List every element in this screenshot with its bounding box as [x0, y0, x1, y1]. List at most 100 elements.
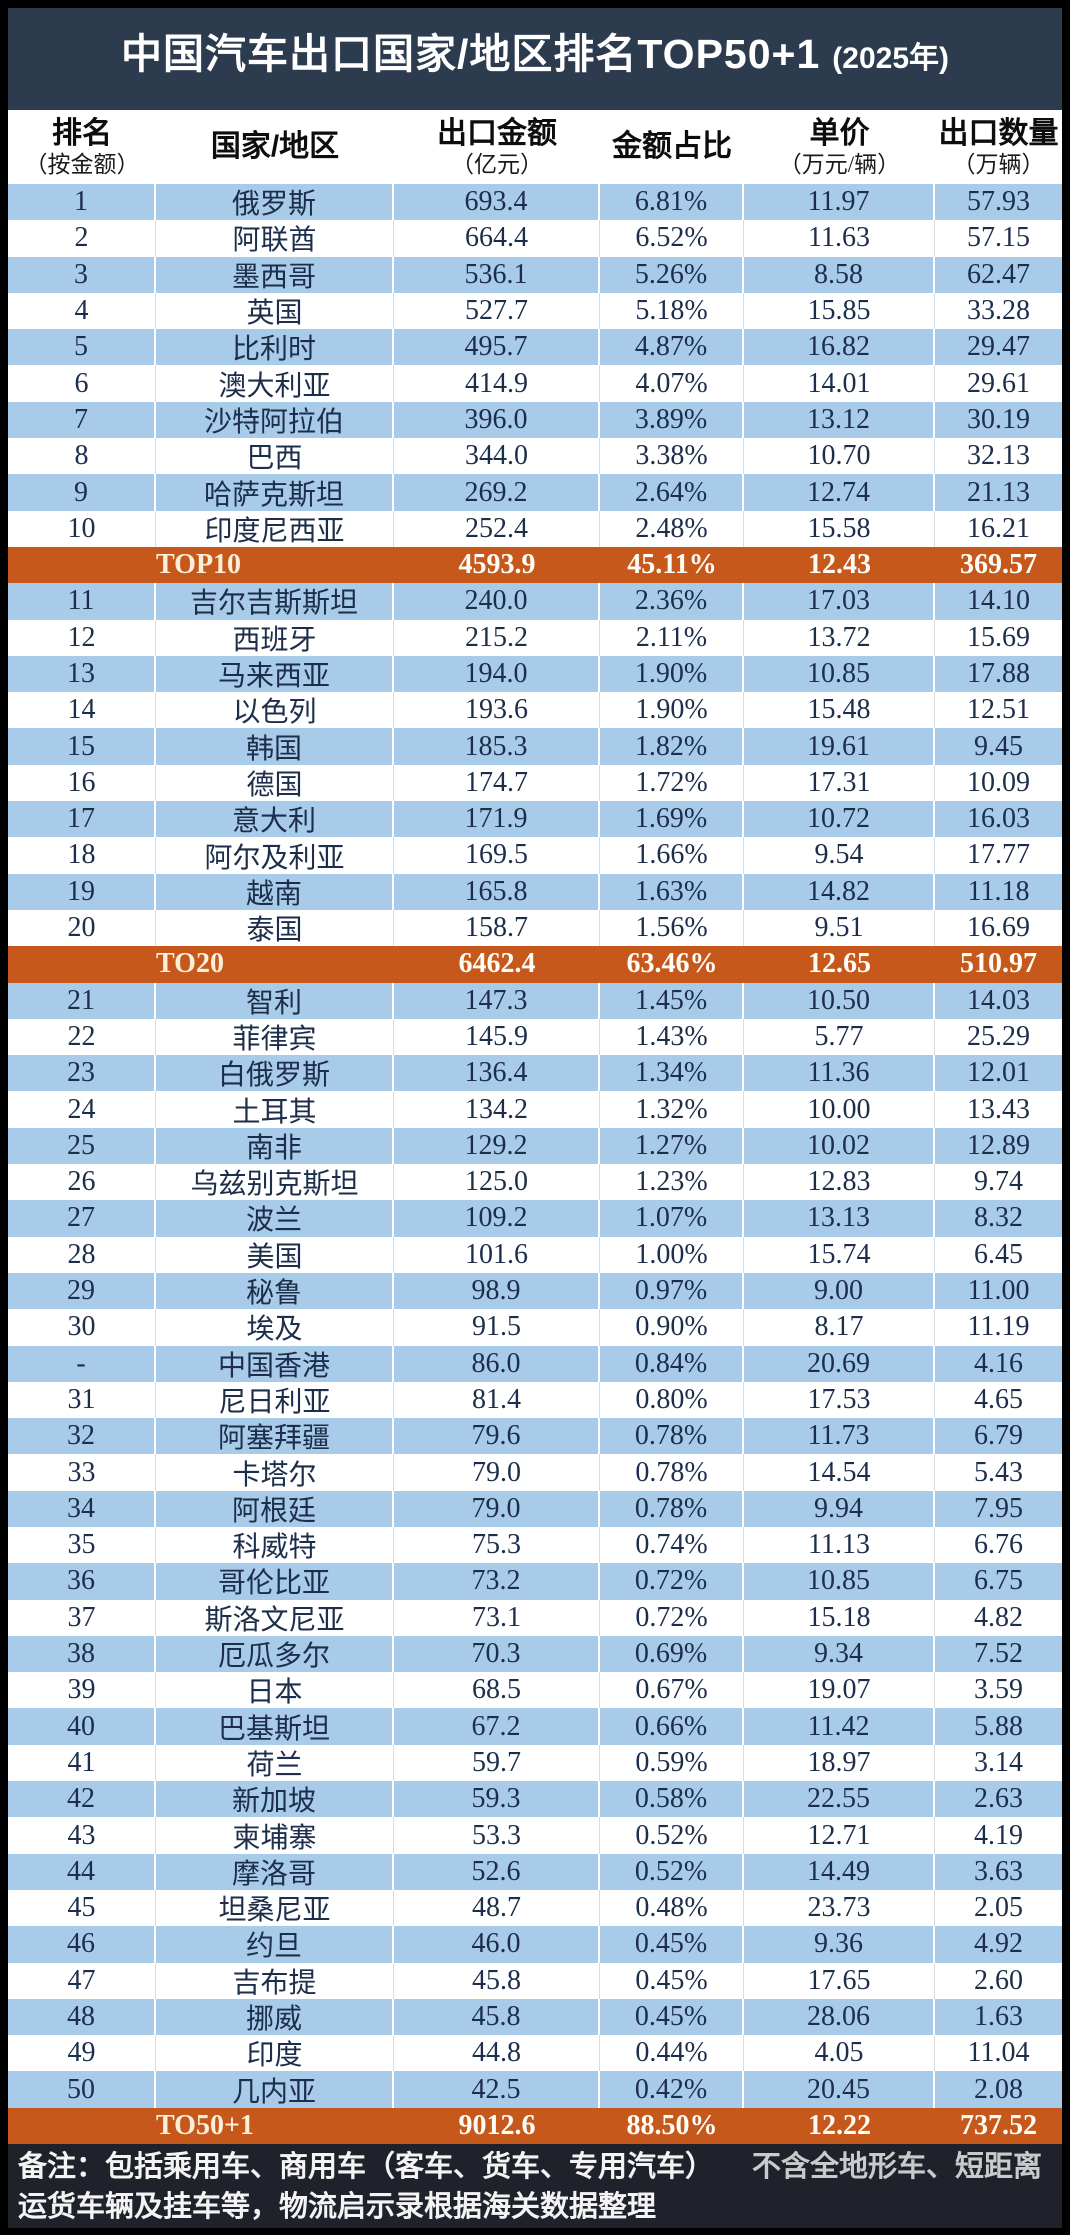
column-header-label: 出口数量 — [938, 116, 1059, 150]
table-row: 31 尼日利亚 81.4 0.80% 17.53 4.65 — [8, 1381, 1062, 1419]
amount-cell: 75.3 — [394, 1526, 600, 1564]
table-row: 5 比利时 495.7 4.87% 16.82 29.47 — [8, 329, 1062, 366]
column-header-2: 出口金额 （亿元） — [394, 110, 600, 184]
country-cell: 巴基斯坦 — [156, 1708, 394, 1745]
rank-cell: 20 — [8, 909, 156, 947]
rank-cell: 47 — [8, 1962, 156, 1999]
share-cell: 0.69% — [600, 1635, 744, 1673]
footnote-line-1-text: 备注：包括乘用车、商用车（客车、货车、专用汽车） — [18, 2151, 715, 2184]
price-cell: 14.54 — [744, 1454, 935, 1491]
amount-cell: 67.2 — [394, 1708, 600, 1745]
price-cell: 9.36 — [744, 1926, 935, 1963]
rank-cell: 8 — [8, 438, 156, 475]
country-cell: 阿联酋 — [156, 220, 394, 257]
price-cell: 15.74 — [744, 1236, 935, 1273]
qty-cell: 10.09 — [967, 766, 1030, 798]
table-row: 12 西班牙 215.2 2.11% 13.72 15.69 — [8, 619, 1062, 656]
country-cell: 韩国 — [156, 728, 394, 765]
country-cell: 波兰 — [156, 1200, 394, 1237]
qty-cell: 9.45 — [974, 730, 1023, 762]
rank-cell: 22 — [8, 1018, 156, 1056]
qty-cell: 2.08 — [974, 2073, 1023, 2105]
share-cell: 3.89% — [600, 401, 744, 439]
table-row: 25 南非 129.2 1.27% 10.02 12.89 — [8, 1127, 1062, 1165]
price-cell: 10.70 — [744, 438, 935, 475]
share-cell: 5.18% — [600, 292, 744, 330]
column-header-3: 金额占比 — [600, 110, 744, 184]
column-header-0: 排名 （按金额） — [8, 110, 156, 184]
footnote-line-2: 运货车辆及挂车等，物流启示录根据海关数据整理 — [18, 2191, 657, 2224]
table-row: 32 阿塞拜疆 79.6 0.78% 11.73 6.79 — [8, 1418, 1062, 1455]
qty-cell: 6.79 — [974, 1420, 1023, 1452]
qty-cell: 62.47 — [967, 258, 1030, 290]
rank-cell: 16 — [8, 764, 156, 802]
rank-cell: 31 — [8, 1381, 156, 1419]
rank-cell: 28 — [8, 1236, 156, 1273]
qty-cell: 33.28 — [967, 295, 1030, 327]
price-cell: 14.01 — [744, 365, 935, 402]
column-header-unit: （亿元） — [451, 151, 543, 177]
price-cell: 20.69 — [744, 1345, 935, 1382]
rank-cell: 6 — [8, 365, 156, 402]
share-cell: 1.00% — [600, 1236, 744, 1273]
rank-cell: 24 — [8, 1091, 156, 1128]
rank-cell: - — [8, 1345, 156, 1382]
table-row: 13 马来西亚 194.0 1.90% 10.85 17.88 — [8, 655, 1062, 693]
qty-cell: 4.92 — [974, 1928, 1023, 1960]
country-cell: 秘鲁 — [156, 1272, 394, 1310]
qty-cell: 17.77 — [967, 839, 1030, 871]
qty-cell: 4.16 — [974, 1347, 1023, 1379]
price-cell: 23.73 — [744, 1889, 935, 1927]
amount-cell: 73.2 — [394, 1563, 600, 1600]
country-cell: TO50+1 — [156, 2109, 254, 2141]
column-header-1: 国家/地区 — [156, 110, 394, 184]
rank-cell: 36 — [8, 1563, 156, 1600]
amount-cell: 169.5 — [394, 837, 600, 874]
rank-cell: 21 — [8, 982, 156, 1019]
table-row: 22 菲律宾 145.9 1.43% 5.77 25.29 — [8, 1018, 1062, 1056]
price-cell: 10.00 — [744, 1091, 935, 1128]
share-cell: 1.90% — [600, 655, 744, 693]
share-cell: 2.36% — [600, 583, 744, 620]
qty-cell: 11.19 — [967, 1311, 1030, 1343]
price-cell: 11.63 — [744, 220, 935, 257]
country-cell: 坦桑尼亚 — [156, 1889, 394, 1927]
table-row: 38 厄瓜多尔 70.3 0.69% 9.34 7.52 — [8, 1635, 1062, 1673]
table-header-row: 排名 （按金额） 国家/地区 出口金额 （亿元） 金额占比 单价 （万元/辆） 出口数量 （万辆） — [8, 110, 1062, 184]
qty-cell: 3.63 — [974, 1855, 1023, 1887]
qty-cell: 11.04 — [967, 2037, 1030, 2069]
price-cell: 15.85 — [744, 292, 935, 330]
table-row: 7 沙特阿拉伯 396.0 3.89% 13.12 30.19 — [8, 401, 1062, 439]
price-cell: 17.03 — [744, 583, 935, 620]
share-cell: 0.78% — [600, 1490, 744, 1527]
amount-cell: 86.0 — [394, 1345, 600, 1382]
share-cell: 3.38% — [600, 438, 744, 475]
price-cell: 9.00 — [744, 1272, 935, 1310]
rank-cell: 33 — [8, 1454, 156, 1491]
table-row: 26 乌兹别克斯坦 125.0 1.23% 12.83 9.74 — [8, 1164, 1062, 1201]
amount-cell: 79.0 — [394, 1490, 600, 1527]
rank-cell: 40 — [8, 1708, 156, 1745]
price-cell: 10.85 — [744, 1563, 935, 1600]
amount-cell: 101.6 — [394, 1236, 600, 1273]
share-cell: 1.43% — [600, 1018, 744, 1056]
rank-cell: 48 — [8, 1998, 156, 2036]
country-cell: 南非 — [156, 1127, 394, 1165]
table-row: 44 摩洛哥 52.6 0.52% 14.49 3.63 — [8, 1853, 1062, 1890]
table-row: 14 以色列 193.6 1.90% 15.48 12.51 — [8, 692, 1062, 729]
share-cell: 0.84% — [600, 1345, 744, 1382]
table-row: 2 阿联酋 664.4 6.52% 11.63 57.15 — [8, 220, 1062, 257]
rank-cell: 5 — [8, 329, 156, 366]
share-cell: 2.11% — [600, 619, 744, 656]
country-cell: 乌兹别克斯坦 — [156, 1164, 394, 1201]
country-cell: 英国 — [156, 292, 394, 330]
qty-cell: 57.15 — [967, 222, 1030, 254]
qty-cell: 6.45 — [974, 1238, 1023, 1270]
amount-cell: 129.2 — [394, 1127, 600, 1165]
footnote-line-1: 备注：包括乘用车、商用车（客车、货车、专用汽车） 不含全地形车、短距离 — [18, 2147, 1052, 2187]
country-cell: 阿根廷 — [156, 1490, 394, 1527]
title-bar: 中国汽车出口国家/地区排名TOP50+1 (2025年) — [8, 8, 1062, 110]
qty-cell: 369.57 — [960, 549, 1037, 581]
qty-cell: 9.74 — [974, 1166, 1023, 1198]
amount-cell: 147.3 — [394, 982, 600, 1019]
